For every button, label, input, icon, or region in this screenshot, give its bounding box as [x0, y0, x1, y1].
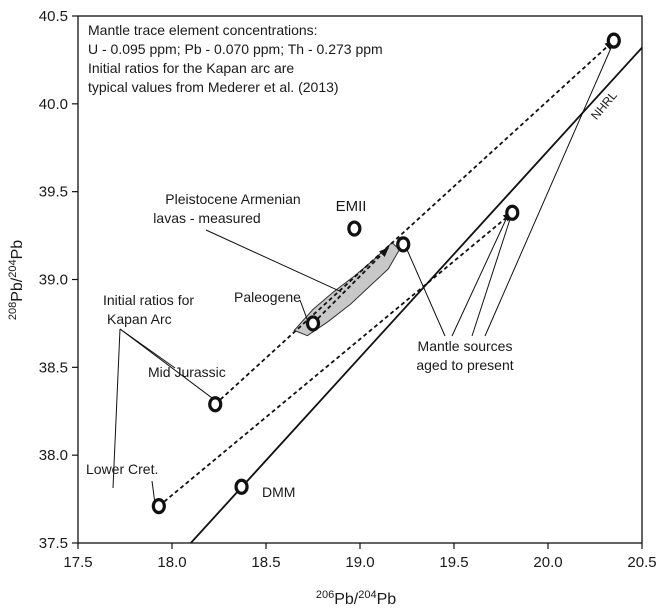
- x-tick-label: 19.5: [439, 554, 468, 571]
- leader-line-1: [205, 229, 342, 293]
- leader-line-4: [119, 328, 176, 369]
- leader-line-3: [119, 328, 214, 400]
- initial-ratios-line-2: Kapan Arc: [107, 311, 172, 327]
- y-axis-label: 208Pb/204Pb: [7, 240, 26, 320]
- leader-line-8: [451, 217, 508, 337]
- y-tick-label: 39.0: [39, 272, 68, 289]
- data-point-4: [234, 478, 249, 495]
- leader-line-2: [299, 299, 308, 321]
- reference-lines-layer: [158, 39, 642, 543]
- field-label-line-2: lavas - measured: [153, 210, 260, 226]
- data-point-5: [347, 220, 362, 237]
- axis-ticks: 17.5 18.0 18.5 19.0 19.5 20.0 20.5 37.5 38.0 38.5…: [39, 8, 657, 571]
- paleogene-label: Paleogene: [234, 289, 301, 305]
- leader-lines-layer: [112, 45, 613, 505]
- x-tick-label: 18.5: [251, 554, 280, 571]
- data-point-8: [606, 32, 621, 49]
- data-point-1: [151, 498, 166, 515]
- mantle-sources-line-1: Mantle sources: [418, 338, 513, 354]
- field-label-line-1: Pleistocene Armenian: [165, 191, 300, 207]
- evolution-arrow-2: [214, 39, 615, 405]
- x-tick-label: 20.0: [533, 554, 562, 571]
- note-line-4: typical values from Mederer et al. (2013…: [88, 79, 339, 95]
- y-tick-label: 40.0: [39, 96, 68, 113]
- x-axis-label: 206Pb/204Pb: [316, 589, 396, 608]
- leader-line-10: [484, 45, 613, 337]
- nhrl-label: NHRL: [588, 88, 620, 122]
- lower-cret-label: Lower Cret.: [86, 461, 158, 477]
- data-point-2: [208, 396, 223, 413]
- note-line-1: Mantle trace element concentrations:: [88, 22, 318, 38]
- initial-ratios-line-1: Initial ratios for: [103, 292, 194, 308]
- leader-line-7: [406, 249, 446, 337]
- mantle-sources-line-2: aged to present: [416, 357, 513, 373]
- data-points-layer: [151, 32, 621, 515]
- leader-line-9: [471, 217, 511, 337]
- y-tick-label: 38.0: [39, 447, 68, 464]
- y-tick-label: 37.5: [39, 535, 68, 552]
- data-point-7: [505, 204, 520, 221]
- dmm-label: DMM: [262, 484, 295, 500]
- y-tick-label: 40.5: [39, 8, 68, 25]
- data-point-3: [305, 315, 321, 332]
- note-line-3: Initial ratios for the Kapan arc are: [88, 60, 294, 76]
- x-tick-label: 19.0: [345, 554, 374, 571]
- y-tick-label: 38.5: [39, 359, 68, 376]
- leader-line-5: [112, 328, 121, 489]
- mid-jurassic-label: Mid Jurassic: [148, 364, 226, 380]
- emii-label: EMII: [336, 198, 367, 215]
- nhrl-line: [190, 47, 642, 543]
- x-tick-label: 17.5: [63, 554, 92, 571]
- y-tick-label: 39.5: [39, 184, 68, 201]
- evolution-arrow-3: [312, 247, 389, 325]
- data-point-6: [396, 236, 411, 253]
- x-tick-label: 20.5: [627, 554, 656, 571]
- x-tick-label: 18.0: [157, 554, 186, 571]
- note-line-2: U - 0.095 ppm; Pb - 0.070 ppm; Th - 0.27…: [88, 41, 383, 57]
